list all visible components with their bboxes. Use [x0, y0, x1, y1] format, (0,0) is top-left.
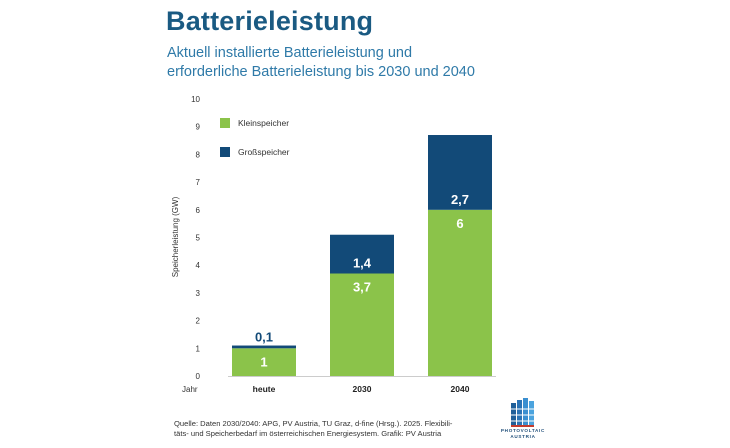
- bar-kleinspeicher-2030: [330, 273, 394, 376]
- chart-title: Batterieleistung: [166, 6, 374, 36]
- bar-grossspeicher-2030: [330, 234, 394, 274]
- source-note: Quelle: Daten 2030/2040: APG, PV Austria…: [174, 419, 504, 439]
- x-tick-label: 2040: [451, 384, 470, 394]
- y-tick-label: 4: [196, 261, 201, 270]
- photovoltaic-austria-logo-icon: [511, 398, 534, 427]
- data-label-grossspeicher: 0,1: [255, 330, 273, 345]
- bar-grossspeicher-heute: [232, 345, 296, 349]
- legend-swatch-grossspeicher: [220, 147, 230, 157]
- legend-label: Kleinspeicher: [238, 118, 289, 128]
- bar-kleinspeicher-2040: [428, 209, 492, 376]
- y-tick-label: 10: [191, 95, 200, 104]
- source-line-2: täts- und Speicherbedarf im österreichis…: [174, 429, 442, 438]
- y-tick-label: 6: [196, 206, 201, 215]
- y-tick-label: 0: [196, 372, 201, 381]
- y-tick-label: 7: [196, 178, 201, 187]
- chart-subtitle: Aktuell installierte Batterieleistung un…: [167, 44, 587, 82]
- x-tick-label: heute: [253, 384, 276, 394]
- y-tick-label: 2: [196, 317, 201, 326]
- y-tick-label: 9: [196, 123, 201, 132]
- y-tick-label: 5: [196, 234, 201, 243]
- y-tick-label: 1: [196, 344, 201, 353]
- data-label-grossspeicher: 2,7: [451, 192, 469, 207]
- subtitle-line-1: Aktuell installierte Batterieleistung un…: [167, 45, 413, 61]
- bar-kleinspeicher-heute: [232, 348, 296, 376]
- data-label-kleinspeicher: 3,7: [353, 280, 371, 295]
- data-label-kleinspeicher: 1: [260, 354, 267, 369]
- y-axis-title: Speicherleistung (GW): [171, 196, 180, 277]
- logo-line-2: AUSTRIA: [510, 433, 536, 439]
- y-tick-label: 3: [196, 289, 201, 298]
- legend-label: Großspeicher: [238, 147, 290, 157]
- legend-swatch-kleinspeicher: [220, 118, 230, 128]
- y-tick-label: 8: [196, 150, 201, 159]
- bar-grossspeicher-2040: [428, 135, 492, 210]
- logo-wordmark: PHOTOVOLTAIC AUSTRIA: [497, 428, 549, 439]
- subtitle-line-2: erforderliche Batterieleistung bis 2030 …: [167, 64, 475, 80]
- x-axis-title: Jahr: [182, 385, 198, 394]
- data-label-grossspeicher: 1,4: [353, 256, 372, 271]
- data-label-kleinspeicher: 6: [456, 216, 463, 231]
- logo-line-1: PHOTOVOLTAIC: [500, 428, 546, 433]
- source-line-1: Quelle: Daten 2030/2040: APG, PV Austria…: [174, 419, 453, 428]
- x-tick-label: 2030: [353, 384, 372, 394]
